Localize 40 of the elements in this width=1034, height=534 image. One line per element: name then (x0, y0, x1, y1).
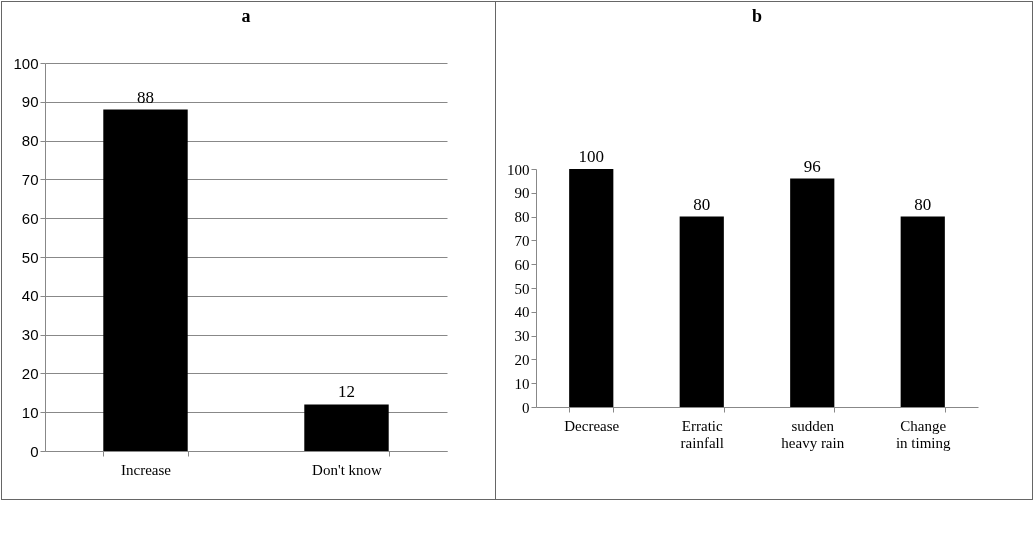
y-tick-label: 90 (514, 185, 530, 202)
y-tick-label: 0 (522, 399, 530, 416)
y-tick-label: 20 (21, 364, 39, 382)
y-tick-label: 100 (13, 54, 39, 72)
y-tick-label: 100 (507, 161, 530, 178)
y-tick-label: 60 (514, 256, 530, 273)
y-tick-label: 30 (514, 328, 530, 345)
y-tick-label: 30 (21, 326, 39, 344)
data-label: 100 (578, 147, 604, 166)
x-tick-label: Decrease (564, 417, 620, 434)
x-tick-label: Don't know (312, 461, 383, 478)
chart-title: b (751, 6, 763, 26)
x-tick-label: Erratic rainfall (680, 417, 724, 451)
data-label: 88 (137, 87, 154, 107)
y-tick-label: 70 (21, 170, 39, 188)
x-tick-label: sudden heavy rain (781, 417, 845, 451)
chart-title: a (241, 6, 251, 26)
y-tick-label: 50 (21, 248, 39, 266)
y-tick-label: 0 (30, 442, 39, 460)
bar (569, 169, 614, 407)
data-label: 96 (803, 156, 821, 176)
y-tick-label: 70 (514, 232, 530, 249)
y-tick-label: 80 (21, 132, 39, 150)
bar (790, 178, 835, 407)
y-tick-label: 80 (514, 209, 530, 226)
y-tick-label: 40 (21, 287, 39, 305)
y-tick-label: 10 (514, 375, 530, 392)
y-tick-label: 60 (21, 209, 39, 227)
data-label: 80 (914, 194, 932, 214)
bar (900, 216, 945, 407)
y-tick-label: 10 (21, 403, 39, 421)
data-label: 80 (693, 194, 711, 214)
bar (679, 216, 724, 407)
y-tick-label: 20 (514, 351, 530, 368)
x-tick-label: Increase (121, 461, 172, 478)
y-tick-label: 90 (21, 93, 39, 111)
y-tick-label: 40 (514, 304, 530, 321)
y-tick-label: 50 (514, 280, 530, 297)
x-tick-label: Change in timing (895, 417, 952, 451)
data-label: 12 (338, 382, 355, 402)
